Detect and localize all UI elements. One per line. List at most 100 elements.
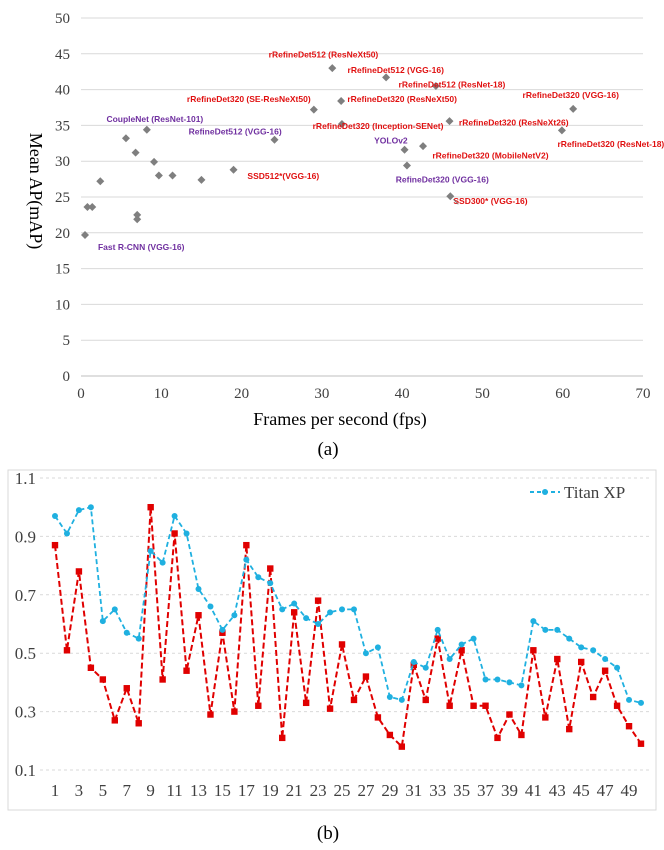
b-x-tick: 47 bbox=[597, 781, 615, 800]
b-point-red bbox=[542, 714, 549, 721]
a-y-axis-label: Mean AP(mAP) bbox=[25, 133, 46, 250]
a-point bbox=[229, 165, 238, 174]
a-leader-line bbox=[453, 199, 459, 205]
a-point bbox=[445, 117, 454, 126]
b-point-red bbox=[458, 647, 465, 654]
b-point-red bbox=[350, 696, 358, 704]
b-legend-marker bbox=[542, 489, 548, 495]
a-point bbox=[309, 105, 318, 114]
b-point-red bbox=[290, 609, 298, 616]
b-point-titan-xp bbox=[590, 647, 597, 654]
a-caption: (a) bbox=[317, 439, 338, 460]
b-point-titan-xp bbox=[183, 530, 190, 537]
b-x-tick: 13 bbox=[190, 781, 207, 800]
b-x-tick: 43 bbox=[549, 781, 566, 800]
a-point bbox=[142, 125, 151, 134]
b-point-titan-xp bbox=[171, 512, 178, 519]
a-point-annotations: rRefineDet512 (ResNeXt50) rRefineDet512 (… bbox=[98, 49, 664, 252]
b-point-red bbox=[494, 734, 501, 742]
b-x-tick-labels: 1 3 5 7 9 11 13 15 17 19 21 23 25 27 29 31 33 35 37 39 41 43 4… bbox=[51, 781, 638, 800]
b-x-tick: 27 bbox=[357, 781, 375, 800]
b-point-titan-xp bbox=[207, 603, 214, 610]
a-point bbox=[382, 73, 391, 82]
b-point-titan-xp bbox=[518, 682, 525, 689]
b-point-titan-xp bbox=[386, 694, 393, 700]
b-point-red bbox=[243, 541, 250, 549]
b-x-tick: 7 bbox=[123, 781, 132, 800]
b-legend-label: Titan XP bbox=[564, 483, 625, 502]
a-y-tick: 40 bbox=[55, 83, 70, 99]
b-point-titan-xp bbox=[52, 512, 58, 519]
b-point-titan-xp bbox=[602, 656, 609, 663]
b-point-red bbox=[255, 702, 262, 709]
a-point bbox=[400, 145, 409, 154]
b-point-red bbox=[625, 723, 633, 730]
b-point-red bbox=[446, 702, 453, 709]
a-x-tick: 50 bbox=[475, 386, 490, 402]
b-point-red bbox=[530, 647, 537, 654]
b-point-red bbox=[207, 711, 214, 718]
b-point-titan-xp bbox=[99, 618, 106, 625]
b-point-titan-xp bbox=[482, 676, 489, 683]
b-y-tick: 0.1 bbox=[15, 761, 36, 780]
a-point bbox=[88, 203, 97, 212]
a-point bbox=[328, 64, 337, 73]
b-point-titan-xp bbox=[111, 606, 118, 613]
a-point-label: YOLOv2 bbox=[374, 135, 408, 145]
b-point-titan-xp bbox=[267, 580, 274, 587]
a-point bbox=[419, 142, 428, 151]
a-point bbox=[133, 215, 142, 224]
a-point bbox=[131, 148, 140, 157]
a-x-tick: 60 bbox=[555, 386, 570, 402]
b-point-red bbox=[231, 708, 238, 715]
b-x-tick: 17 bbox=[238, 781, 256, 800]
b-point-red bbox=[87, 664, 95, 671]
b-point-red bbox=[123, 685, 130, 692]
b-point-titan-xp bbox=[159, 559, 166, 566]
a-point-label: Fast R-CNN (VGG-16) bbox=[98, 242, 185, 252]
b-y-tick: 0.7 bbox=[15, 586, 37, 605]
b-y-tick: 0.9 bbox=[15, 527, 36, 546]
b-y-tick: 0.5 bbox=[15, 644, 36, 663]
b-point-titan-xp bbox=[147, 548, 154, 554]
b-point-titan-xp bbox=[374, 644, 381, 651]
b-point-titan-xp bbox=[75, 507, 82, 514]
a-x-axis-label: Frames per second (fps) bbox=[253, 409, 426, 430]
b-point-titan-xp bbox=[542, 626, 549, 633]
b-point-red bbox=[267, 565, 274, 572]
a-point bbox=[197, 175, 206, 184]
a-point-label: SSD300* (VGG-16) bbox=[453, 196, 527, 206]
a-y-tick-labels: 0 5 10 15 20 25 30 35 40 45 50 bbox=[55, 11, 70, 385]
b-point-red bbox=[398, 743, 406, 750]
b-x-tick: 23 bbox=[310, 781, 327, 800]
b-point-titan-xp bbox=[123, 629, 130, 636]
b-series bbox=[51, 504, 645, 750]
b-x-tick: 11 bbox=[166, 781, 182, 800]
b-point-red bbox=[135, 720, 142, 727]
b-x-tick: 25 bbox=[334, 781, 351, 800]
b-x-tick: 39 bbox=[501, 781, 518, 800]
b-y-tick-labels: 0.1 0.3 0.5 0.7 0.9 1.1 bbox=[15, 469, 37, 780]
b-x-tick: 33 bbox=[429, 781, 446, 800]
a-x-tick: 30 bbox=[314, 386, 329, 402]
b-point-red bbox=[279, 734, 286, 742]
b-point-titan-xp bbox=[434, 626, 441, 633]
b-x-tick: 19 bbox=[262, 781, 279, 800]
a-point-label: CoupleNet (ResNet-101) bbox=[106, 114, 203, 124]
a-x-tick: 10 bbox=[154, 386, 169, 402]
b-point-red bbox=[338, 641, 346, 648]
a-x-tick-labels: 0 10 20 30 40 50 60 70 bbox=[77, 386, 650, 402]
b-x-tick: 49 bbox=[621, 781, 638, 800]
a-point-label: rRefineDet320 (MobileNetV2) bbox=[432, 150, 548, 160]
b-point-red bbox=[589, 693, 597, 701]
a-point-label: RefineDet512 (VGG-16) bbox=[189, 127, 282, 137]
b-point-red bbox=[362, 673, 370, 680]
a-point bbox=[96, 177, 105, 186]
b-point-titan-xp bbox=[135, 635, 142, 642]
b-point-red bbox=[159, 676, 166, 683]
b-point-titan-xp bbox=[362, 650, 369, 657]
b-x-tick: 5 bbox=[99, 781, 108, 800]
b-point-red bbox=[470, 702, 477, 709]
a-point bbox=[270, 135, 279, 144]
